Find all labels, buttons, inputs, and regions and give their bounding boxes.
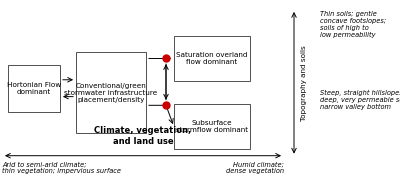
Text: Arid to semi-arid climate;
thin vegetation; impervious surface: Arid to semi-arid climate; thin vegetati…	[2, 161, 121, 174]
FancyBboxPatch shape	[174, 36, 250, 81]
Text: Climate, vegetation,
and land use: Climate, vegetation, and land use	[94, 126, 192, 146]
Text: Topography and soils: Topography and soils	[301, 45, 307, 121]
Text: Hortonian Flow
dominant: Hortonian Flow dominant	[7, 82, 61, 95]
FancyBboxPatch shape	[76, 52, 146, 133]
FancyBboxPatch shape	[174, 104, 250, 149]
Text: Saturation overland
flow dominant: Saturation overland flow dominant	[176, 52, 248, 65]
Text: Thin soils; gentle
concave footslopes;
soils of high to
low permeability: Thin soils; gentle concave footslopes; s…	[320, 11, 386, 38]
Text: Steep, straight hillslopes;
deep, very permeable soils;
narrow valley bottom: Steep, straight hillslopes; deep, very p…	[320, 90, 400, 110]
Text: Conventional/green
stormwater infrastructure
placement/density: Conventional/green stormwater infrastruc…	[64, 83, 158, 103]
FancyBboxPatch shape	[8, 65, 60, 112]
Text: Humid climate;
dense vegetation: Humid climate; dense vegetation	[226, 161, 284, 174]
Text: Subsurface
stormflow dominant: Subsurface stormflow dominant	[176, 120, 248, 133]
